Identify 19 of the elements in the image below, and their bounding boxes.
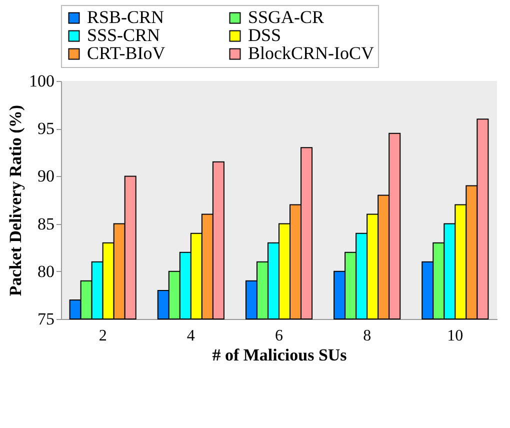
legend-label: DSS <box>248 25 282 45</box>
y-axis-title: Packet Delivery Ratio (%) <box>6 104 25 296</box>
y-tick-label: 90 <box>38 166 54 186</box>
y-tick-label: 75 <box>38 310 54 328</box>
x-tick-label: 6 <box>275 328 283 344</box>
legend-label: CRT-BIoV <box>87 43 166 63</box>
legend-label: SSS-CRN <box>87 25 160 45</box>
x-tick-label: 2 <box>98 328 107 344</box>
legend-label: RSB-CRN <box>87 7 164 27</box>
legend-label: SSGA-CR <box>248 7 324 27</box>
y-tick-label: 80 <box>38 262 54 281</box>
legend-label: BlockCRN-IoCV <box>248 43 374 63</box>
y-tick-label: 95 <box>38 119 54 138</box>
y-tick-label: 85 <box>38 214 54 234</box>
y-tick-label: 100 <box>29 72 54 90</box>
x-tick-label: 8 <box>363 328 372 344</box>
x-tick-label: 10 <box>447 328 464 344</box>
x-tick-label: 4 <box>186 328 195 344</box>
x-axis-title: # of Malicious SUs <box>212 346 348 364</box>
